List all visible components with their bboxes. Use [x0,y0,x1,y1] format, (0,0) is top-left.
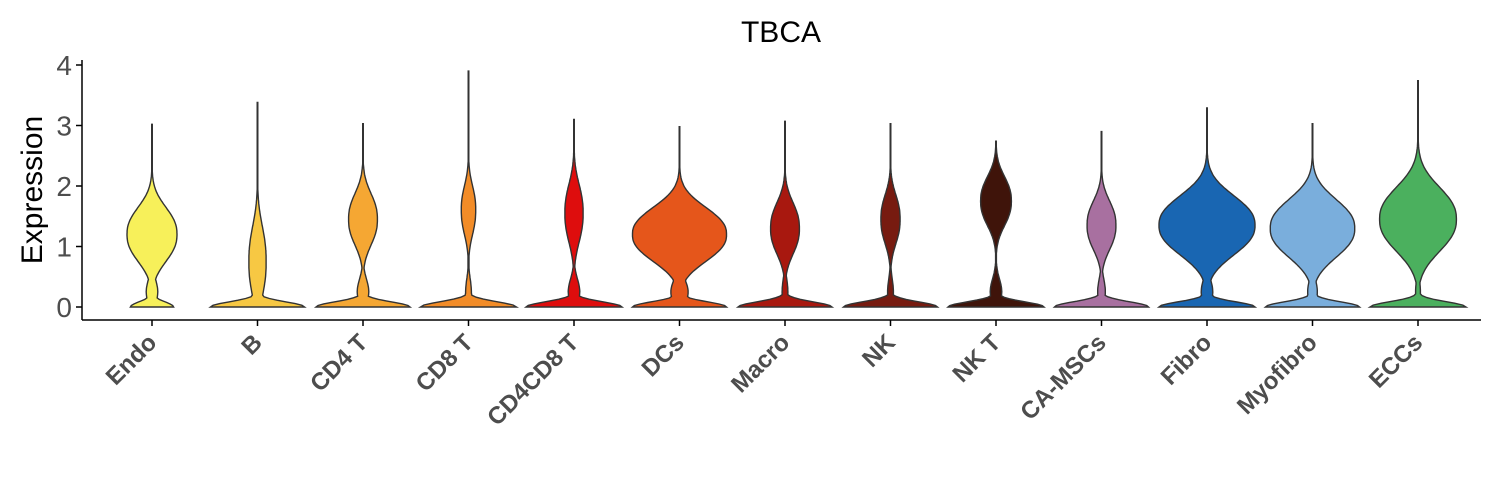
x-tick-label: CA-MSCs [1015,329,1111,425]
violin-macro [735,120,835,308]
violin-dcs [630,126,729,308]
y-tick-label: 3 [56,111,72,142]
y-tick-label: 2 [56,171,72,202]
y-tick-label: 0 [56,292,72,323]
violin-cd4cd8-t [523,118,625,308]
x-tick-label: DCs [637,329,690,382]
violin-nk-t [946,140,1046,308]
x-tick-label: NK T [948,329,1007,388]
violin-nk [841,123,940,308]
x-tick-label: Fibro [1156,329,1218,391]
x-tick-label: NK [857,329,901,373]
x-ticks-group: Endo B CD4 T CD8 T CD4CD8 T DCs Macro NK NK T CA-… [101,320,1428,431]
y-tick-label: 1 [56,232,72,263]
violin-myofibro [1263,123,1362,308]
x-tick-label: B [236,329,267,360]
violin-cd8-t [417,70,520,308]
violin-cd4-t [313,123,413,308]
y-tick-label: 4 [56,50,72,81]
violins-group [126,70,1469,308]
y-ticks-group: 0 1 2 3 4 [56,50,82,323]
x-tick-label: CD8 T [411,329,479,397]
x-tick-label: CD4 T [305,329,373,397]
violin-b [208,101,307,308]
x-tick-label: Endo [101,329,163,391]
violin-ca-mscs [1052,130,1151,308]
chart-title: TBCA [741,16,821,49]
y-axis-label: Expression [16,116,49,264]
x-tick-label: Macro [726,329,795,398]
violin-eccs [1367,80,1469,308]
x-tick-label: ECCs [1364,329,1428,393]
violin-endo [126,123,178,308]
violin-fibro [1156,107,1258,308]
x-tick-label: Myofibro [1232,329,1323,420]
x-tick-label: CD4CD8 T [482,329,584,431]
